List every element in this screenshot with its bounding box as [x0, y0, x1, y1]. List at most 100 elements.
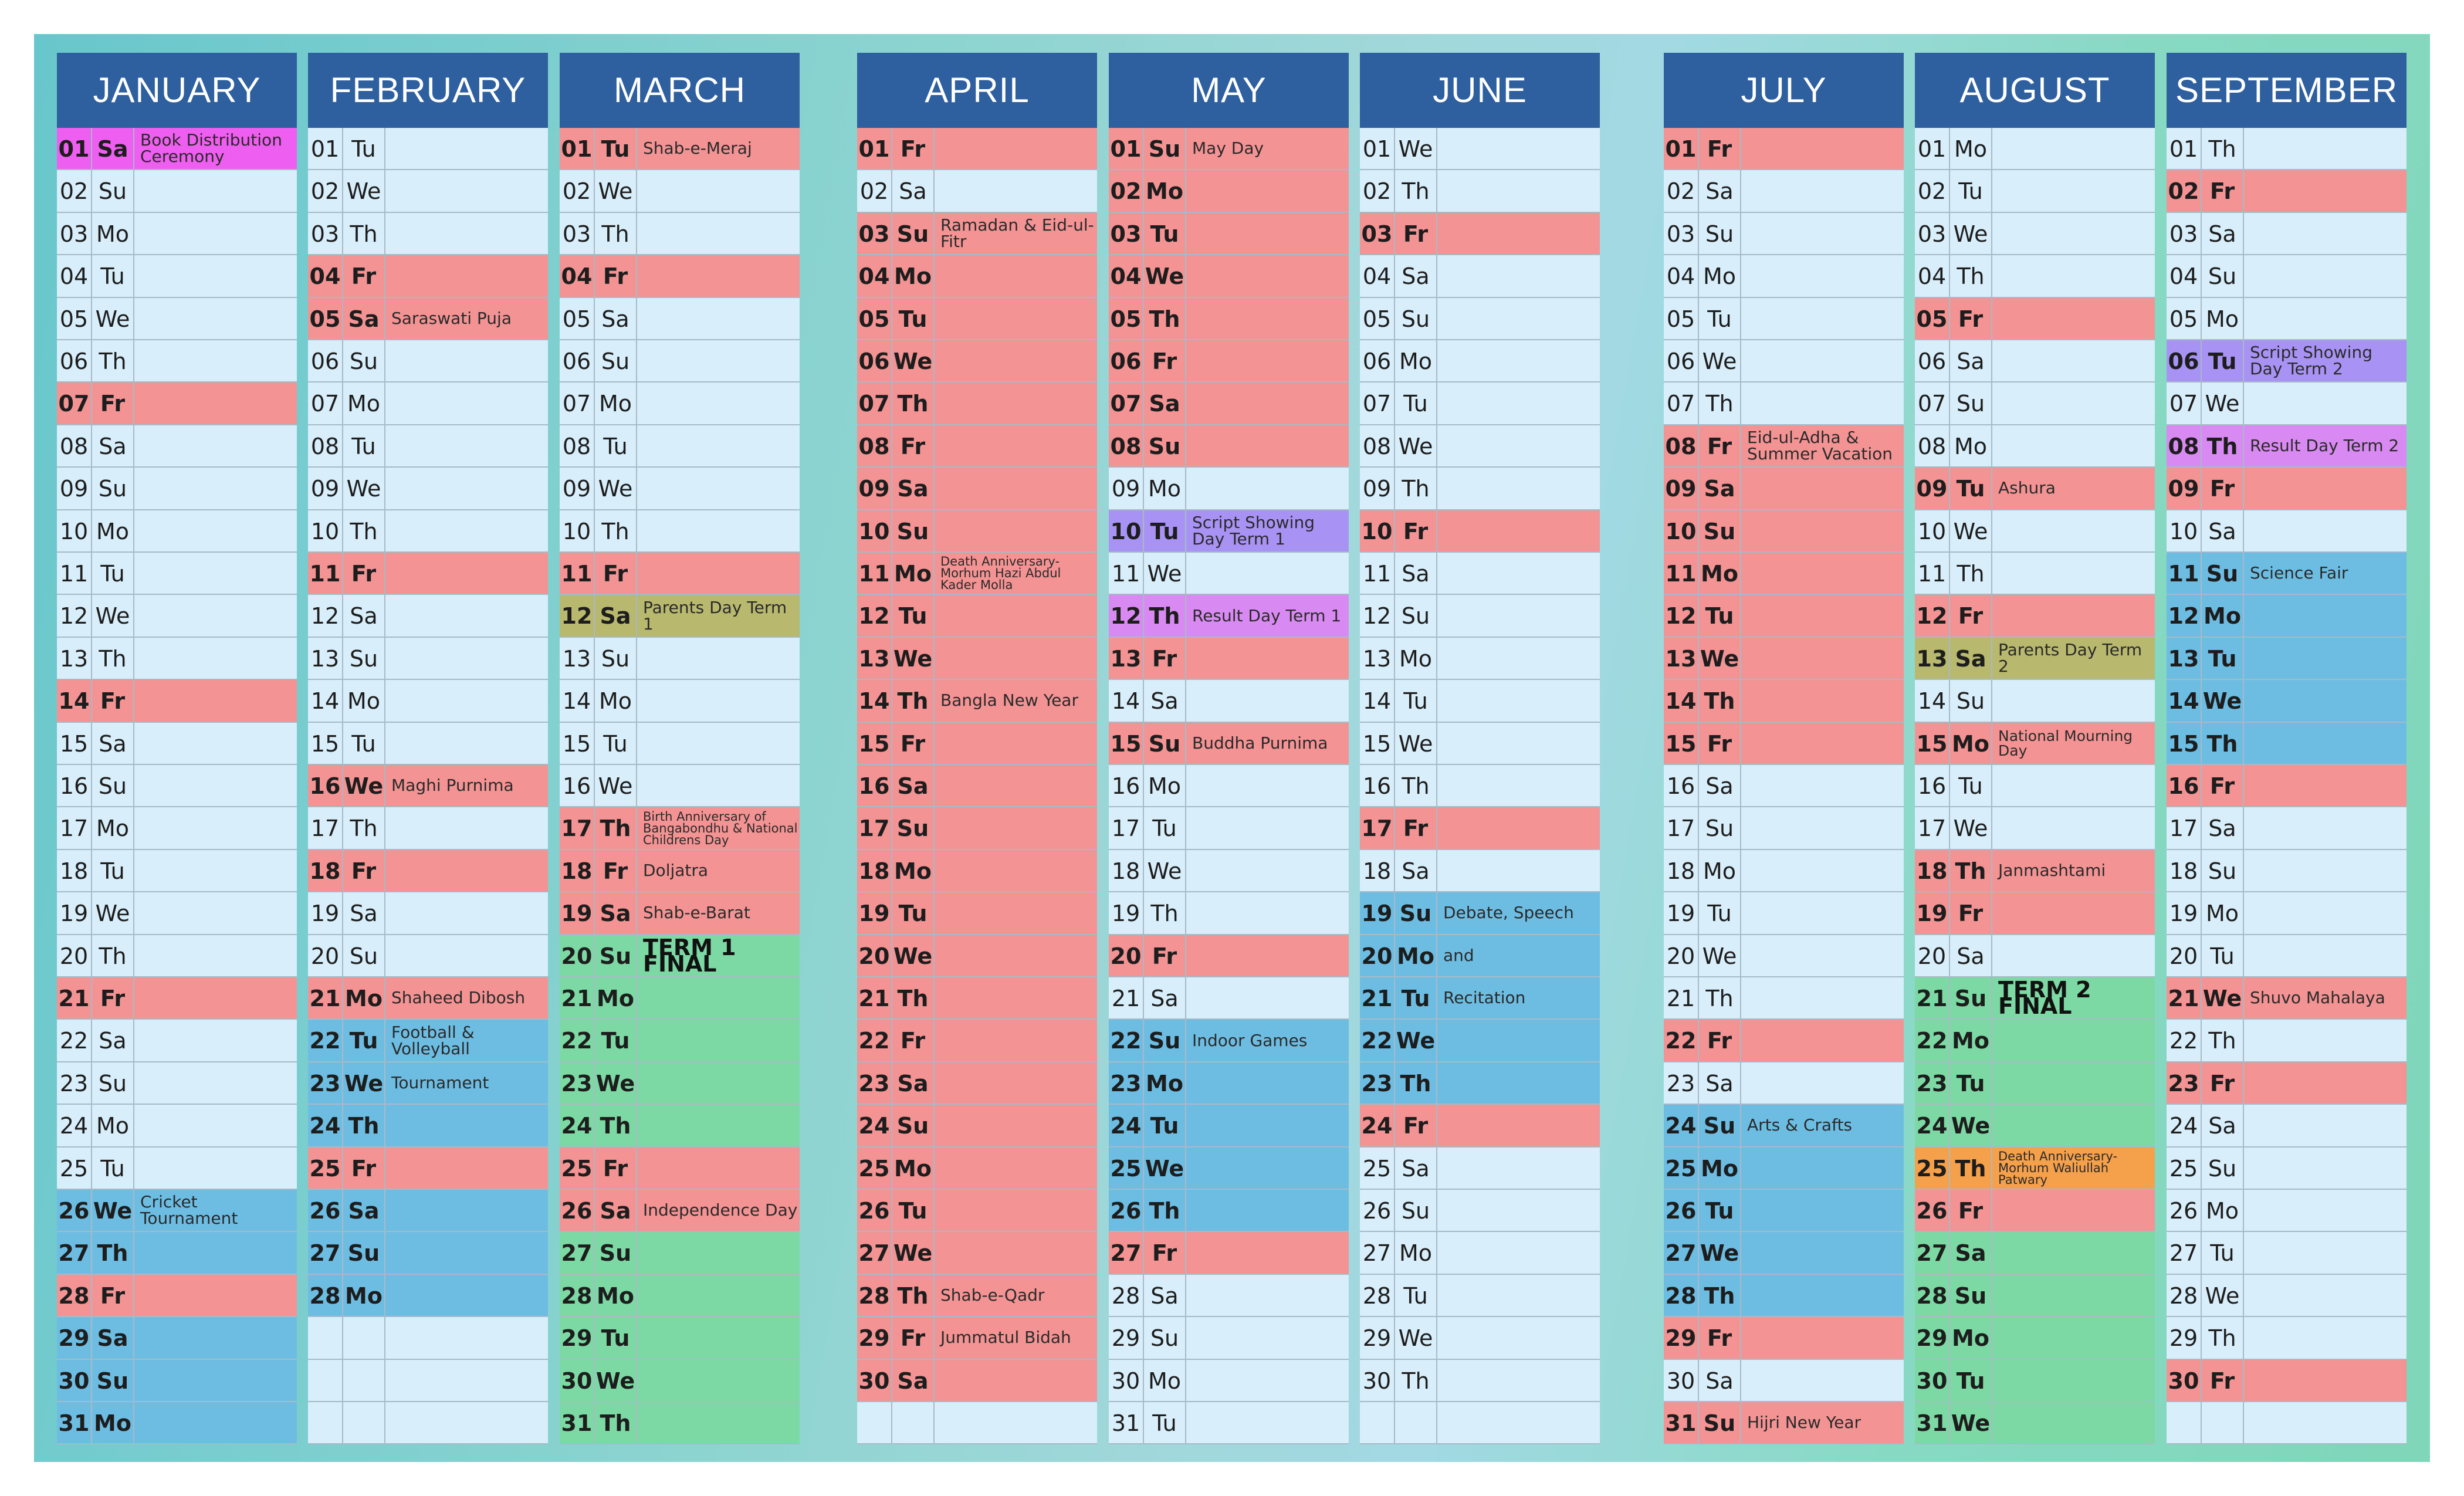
day-row: 27 Fr	[1109, 1232, 1349, 1275]
weekday: Fr	[1395, 1105, 1437, 1146]
event-label	[1186, 1105, 1349, 1146]
day-number: 14	[560, 680, 595, 722]
day-row: 18 Fr	[308, 849, 548, 893]
event-label	[1437, 1148, 1600, 1189]
event-label	[1992, 510, 2155, 551]
weekday: Th	[1699, 383, 1741, 424]
day-number: 28	[1664, 1274, 1699, 1316]
weekday: Tu	[595, 128, 637, 170]
day-number: 18	[857, 849, 892, 892]
day-row: 15 Fr	[857, 722, 1097, 765]
weekday: Tu	[1950, 468, 1992, 509]
day-number: 14	[308, 680, 343, 722]
weekday: Sa	[892, 1062, 935, 1104]
day-number: 23	[1360, 1062, 1395, 1104]
day-row: 25 Su	[2167, 1147, 2407, 1190]
day-row: 16 We	[560, 765, 800, 808]
day-number	[2167, 1402, 2202, 1444]
day-row: 24 Th	[560, 1105, 800, 1148]
day-number: 27	[57, 1232, 92, 1274]
weekday: Su	[595, 637, 637, 679]
weekday: We	[1144, 553, 1186, 594]
day-row: 25 Mo	[857, 1147, 1097, 1190]
day-number: 19	[2167, 892, 2202, 934]
event-label	[1437, 1317, 1600, 1358]
day-row: 06 Fr	[1109, 340, 1349, 383]
day-row: 27 Tu	[2167, 1232, 2407, 1275]
day-number: 17	[1360, 807, 1395, 849]
day-row: 06 Su	[560, 340, 800, 383]
weekday: Fr	[892, 1317, 935, 1359]
weekday: Su	[343, 340, 385, 382]
day-row: 25 Fr	[308, 1147, 548, 1190]
weekday: We	[1699, 340, 1741, 382]
day-row	[2167, 1402, 2407, 1445]
day-row: 03 Tu	[1109, 212, 1349, 256]
day-row: 22 Mo	[1915, 1020, 2155, 1062]
event-label	[1992, 255, 2155, 296]
event-label	[1186, 255, 1349, 296]
day-number: 30	[1664, 1359, 1699, 1401]
day-number: 21	[1360, 977, 1395, 1019]
day-row: 04 Sa	[1360, 255, 1600, 298]
weekday: Sa	[2202, 212, 2244, 255]
day-number: 20	[857, 935, 892, 976]
day-row: 30 We	[560, 1359, 800, 1402]
event-label	[935, 468, 1097, 509]
weekday: Fr	[2202, 468, 2244, 509]
day-row: 12 Mo	[2167, 595, 2407, 638]
day-row: 26 Tu	[857, 1190, 1097, 1233]
day-number: 17	[1664, 807, 1699, 849]
weekday: We	[595, 765, 637, 807]
day-row: 28 Fr	[57, 1274, 297, 1318]
day-row: 05 Th	[1109, 297, 1349, 340]
event-label	[935, 807, 1097, 848]
day-number: 11	[560, 553, 595, 594]
day-row: 16 Sa	[857, 765, 1097, 808]
day-number: 16	[1360, 765, 1395, 807]
day-row: 12 Su	[1360, 595, 1600, 638]
event-label	[935, 1402, 1097, 1443]
day-row: 12 Sa Parents Day Term 1	[560, 595, 800, 638]
weekday: Sa	[92, 722, 134, 764]
weekday: Su	[92, 468, 134, 509]
day-number: 01	[2167, 128, 2202, 170]
event-label	[1741, 680, 1904, 721]
weekday: Sa	[1950, 340, 1992, 382]
day-number: 15	[1664, 722, 1699, 764]
day-row: 08 Tu	[560, 425, 800, 468]
event-label	[2244, 765, 2407, 806]
weekday: Fr	[595, 1147, 637, 1189]
event-label	[637, 1062, 800, 1104]
event-label	[385, 1275, 548, 1316]
day-row: 04 Mo	[1664, 255, 1904, 298]
day-number: 24	[308, 1105, 343, 1146]
day-row: 15 Tu	[560, 722, 800, 765]
day-number: 06	[2167, 340, 2202, 382]
event-label	[935, 1020, 1097, 1061]
event-label	[134, 638, 297, 679]
event-label: Eid-ul-Adha & Summer Vacation	[1747, 427, 1893, 463]
day-number: 04	[57, 255, 92, 297]
day-row: 13 Su	[560, 637, 800, 681]
weekday: Tu	[1144, 510, 1186, 551]
day-row: 08 Su	[1109, 425, 1349, 468]
day-number: 29	[1915, 1317, 1950, 1359]
weekday: Tu	[92, 553, 134, 594]
weekday: Fr	[1144, 340, 1186, 382]
day-row: 20 Fr	[1109, 935, 1349, 977]
weekday: Sa	[595, 595, 637, 637]
event-label	[134, 935, 297, 976]
event-label	[1186, 468, 1349, 509]
day-number: 01	[308, 128, 343, 170]
day-number: 07	[1360, 383, 1395, 424]
weekday: Fr	[892, 128, 935, 170]
weekday: Su	[1395, 892, 1437, 934]
day-number: 11	[1915, 553, 1950, 594]
event-label	[935, 1148, 1097, 1189]
day-number: 01	[1915, 128, 1950, 170]
day-number: 17	[2167, 807, 2202, 849]
event-label	[1437, 510, 1600, 551]
weekday: We	[1144, 255, 1186, 297]
weekday: Su	[1144, 1317, 1186, 1359]
